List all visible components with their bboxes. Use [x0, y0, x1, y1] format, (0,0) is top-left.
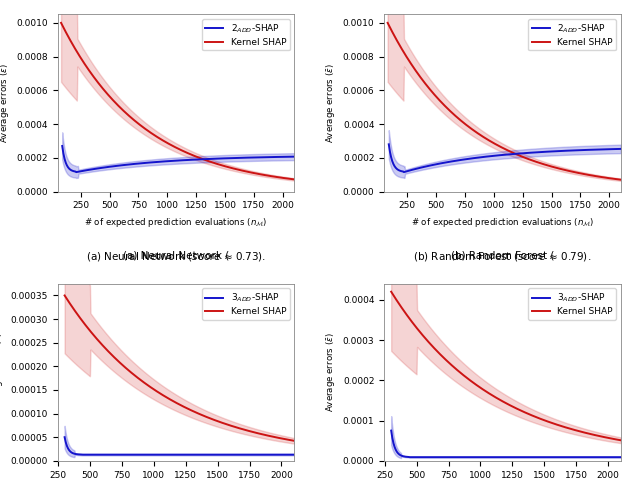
- $3_{ADD}$-SHAP: [532, 454, 540, 460]
- $2_{ADD}$-SHAP: [617, 146, 625, 152]
- Kernel SHAP: [617, 177, 625, 182]
- Legend: $2_{ADD}$-SHAP, Kernel SHAP: $2_{ADD}$-SHAP, Kernel SHAP: [528, 19, 616, 50]
- Kernel SHAP: [133, 120, 141, 125]
- Kernel SHAP: [476, 132, 484, 138]
- Kernel SHAP: [384, 20, 392, 26]
- $2_{ADD}$-SHAP: [531, 149, 539, 155]
- $2_{ADD}$-SHAP: [291, 154, 298, 159]
- Line: Kernel SHAP: Kernel SHAP: [391, 292, 621, 440]
- $3_{ADD}$-SHAP: [291, 452, 298, 457]
- $2_{ADD}$-SHAP: [151, 159, 159, 165]
- Kernel SHAP: [61, 293, 68, 299]
- Line: Kernel SHAP: Kernel SHAP: [388, 23, 621, 180]
- $3_{ADD}$-SHAP: [61, 434, 68, 440]
- Line: $3_{ADD}$-SHAP: $3_{ADD}$-SHAP: [65, 437, 294, 455]
- Kernel SHAP: [553, 165, 561, 171]
- Kernel SHAP: [387, 289, 395, 295]
- Kernel SHAP: [415, 328, 422, 334]
- Kernel SHAP: [85, 68, 93, 73]
- Kernel SHAP: [88, 331, 96, 336]
- Kernel SHAP: [617, 437, 625, 443]
- Line: $2_{ADD}$-SHAP: $2_{ADD}$-SHAP: [388, 144, 621, 172]
- $2_{ADD}$-SHAP: [400, 169, 408, 175]
- $3_{ADD}$-SHAP: [415, 454, 423, 460]
- $3_{ADD}$-SHAP: [136, 452, 144, 457]
- Kernel SHAP: [554, 422, 562, 428]
- Kernel SHAP: [225, 165, 233, 170]
- Kernel SHAP: [478, 386, 486, 392]
- Legend: $2_{ADD}$-SHAP, Kernel SHAP: $2_{ADD}$-SHAP, Kernel SHAP: [202, 19, 290, 50]
- Kernel SHAP: [291, 177, 298, 182]
- Kernel SHAP: [152, 388, 159, 394]
- Legend: $3_{ADD}$-SHAP, Kernel SHAP: $3_{ADD}$-SHAP, Kernel SHAP: [528, 288, 616, 320]
- Kernel SHAP: [228, 423, 236, 429]
- Y-axis label: Average errors ($\bar{\varepsilon}$): Average errors ($\bar{\varepsilon}$): [0, 332, 5, 412]
- $3_{ADD}$-SHAP: [89, 452, 97, 457]
- $2_{ADD}$-SHAP: [461, 156, 468, 162]
- Kernel SHAP: [57, 20, 65, 26]
- Legend: $3_{ADD}$-SHAP, Kernel SHAP: $3_{ADD}$-SHAP, Kernel SHAP: [202, 288, 290, 320]
- $2_{ADD}$-SHAP: [477, 155, 485, 160]
- Kernel SHAP: [531, 158, 538, 164]
- $3_{ADD}$-SHAP: [206, 452, 214, 457]
- Line: $2_{ADD}$-SHAP: $2_{ADD}$-SHAP: [62, 146, 294, 172]
- $3_{ADD}$-SHAP: [152, 452, 160, 457]
- X-axis label: # of expected prediction evaluations ($n_\mathcal{M}$): # of expected prediction evaluations ($n…: [411, 216, 594, 228]
- X-axis label: # of expected prediction evaluations ($n_\mathcal{M}$): # of expected prediction evaluations ($n…: [84, 216, 268, 228]
- Line: $3_{ADD}$-SHAP: $3_{ADD}$-SHAP: [391, 431, 621, 457]
- $3_{ADD}$-SHAP: [617, 454, 625, 460]
- Text: (b) Random Forest (: (b) Random Forest (: [451, 250, 554, 260]
- Kernel SHAP: [460, 120, 467, 126]
- Kernel SHAP: [136, 376, 143, 382]
- Kernel SHAP: [291, 438, 298, 444]
- Text: (a) Neural Network ($\mathit{score}$ ≈ 0.73).: (a) Neural Network ($\mathit{score}$ ≈ 0…: [86, 250, 266, 263]
- $2_{ADD}$-SHAP: [205, 156, 212, 162]
- $3_{ADD}$-SHAP: [463, 454, 470, 460]
- $3_{ADD}$-SHAP: [555, 454, 563, 460]
- Line: Kernel SHAP: Kernel SHAP: [61, 23, 294, 180]
- $2_{ADD}$-SHAP: [87, 167, 95, 172]
- Kernel SHAP: [227, 165, 234, 170]
- $3_{ADD}$-SHAP: [228, 452, 236, 457]
- $2_{ADD}$-SHAP: [385, 142, 392, 147]
- $2_{ADD}$-SHAP: [553, 148, 561, 154]
- $3_{ADD}$-SHAP: [479, 454, 486, 460]
- Kernel SHAP: [532, 414, 540, 420]
- $3_{ADD}$-SHAP: [554, 454, 561, 460]
- $2_{ADD}$-SHAP: [72, 169, 80, 175]
- Line: Kernel SHAP: Kernel SHAP: [65, 296, 294, 441]
- Kernel SHAP: [150, 132, 157, 137]
- $2_{ADD}$-SHAP: [58, 143, 66, 149]
- $2_{ADD}$-SHAP: [228, 155, 236, 161]
- Y-axis label: Average errors ($\bar{\varepsilon}$): Average errors ($\bar{\varepsilon}$): [324, 332, 337, 412]
- Kernel SHAP: [204, 158, 212, 164]
- Kernel SHAP: [205, 415, 213, 421]
- $3_{ADD}$-SHAP: [387, 428, 395, 433]
- Kernel SHAP: [553, 422, 561, 428]
- Y-axis label: Average errors ($\bar{\varepsilon}$): Average errors ($\bar{\varepsilon}$): [0, 63, 11, 143]
- Text: (a) Neural Network (: (a) Neural Network (: [123, 250, 229, 260]
- Kernel SHAP: [552, 165, 560, 170]
- $3_{ADD}$-SHAP: [227, 452, 235, 457]
- $2_{ADD}$-SHAP: [554, 148, 562, 154]
- Y-axis label: Average errors ($\bar{\varepsilon}$): Average errors ($\bar{\varepsilon}$): [324, 63, 337, 143]
- $3_{ADD}$-SHAP: [77, 452, 85, 457]
- $2_{ADD}$-SHAP: [413, 166, 421, 171]
- Kernel SHAP: [412, 68, 419, 73]
- Kernel SHAP: [227, 422, 234, 428]
- $3_{ADD}$-SHAP: [406, 454, 413, 460]
- $2_{ADD}$-SHAP: [227, 155, 234, 161]
- Kernel SHAP: [462, 374, 470, 380]
- Text: (b) Random Forest ($\mathit{score}$ ≈ 0.79).: (b) Random Forest ($\mathit{score}$ ≈ 0.…: [413, 250, 591, 263]
- $2_{ADD}$-SHAP: [134, 161, 142, 167]
